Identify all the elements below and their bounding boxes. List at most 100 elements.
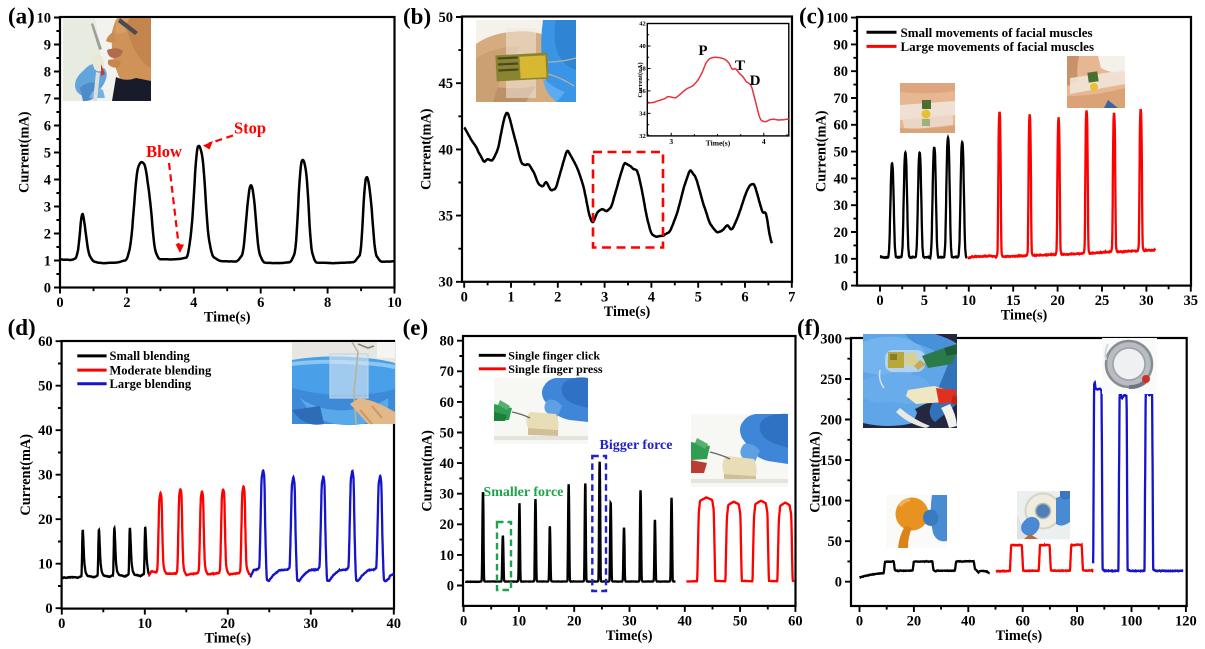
svg-text:0: 0 xyxy=(835,575,842,591)
svg-text:10: 10 xyxy=(37,10,52,26)
svg-text:4: 4 xyxy=(190,295,197,311)
svg-text:Moderate blending: Moderate blending xyxy=(110,363,212,377)
svg-text:150: 150 xyxy=(820,453,842,469)
svg-text:2: 2 xyxy=(44,226,51,242)
svg-text:Bigger force: Bigger force xyxy=(600,438,673,453)
svg-text:3: 3 xyxy=(44,199,51,215)
svg-text:Large movements of facial musc: Large movements of facial muscles xyxy=(901,39,1095,54)
svg-text:(e): (e) xyxy=(403,315,429,340)
svg-text:60: 60 xyxy=(440,395,455,411)
svg-text:8: 8 xyxy=(44,64,51,80)
svg-text:7: 7 xyxy=(788,289,795,305)
svg-text:50: 50 xyxy=(733,613,748,629)
svg-text:10: 10 xyxy=(440,548,455,564)
svg-text:32: 32 xyxy=(639,133,646,140)
svg-text:120: 120 xyxy=(1175,614,1197,630)
svg-text:Current(mA): Current(mA) xyxy=(419,108,435,190)
svg-text:60: 60 xyxy=(834,118,849,134)
svg-text:20: 20 xyxy=(38,512,53,528)
svg-text:7: 7 xyxy=(44,91,51,107)
svg-text:4: 4 xyxy=(762,137,766,146)
svg-text:Single finger click: Single finger click xyxy=(508,349,600,363)
svg-text:2: 2 xyxy=(123,295,130,311)
svg-text:70: 70 xyxy=(440,364,455,380)
svg-text:100: 100 xyxy=(1121,614,1143,630)
svg-text:20: 20 xyxy=(440,517,455,533)
svg-text:Blow: Blow xyxy=(146,142,182,161)
svg-text:Current(mA): Current(mA) xyxy=(808,431,824,513)
svg-text:T: T xyxy=(735,58,745,74)
svg-text:Smaller force: Smaller force xyxy=(483,485,563,500)
svg-text:0: 0 xyxy=(58,616,65,632)
svg-text:Small blending: Small blending xyxy=(110,349,191,363)
svg-text:0: 0 xyxy=(461,289,468,305)
svg-text:Current(uA): Current(uA) xyxy=(637,62,644,97)
svg-text:Time(s): Time(s) xyxy=(204,310,251,326)
svg-text:Small movements of facial musc: Small movements of facial muscles xyxy=(901,25,1093,40)
svg-text:10: 10 xyxy=(512,613,527,629)
svg-text:2: 2 xyxy=(554,289,561,305)
svg-text:100: 100 xyxy=(826,11,848,27)
svg-text:0: 0 xyxy=(856,614,863,630)
svg-text:20: 20 xyxy=(221,616,236,632)
svg-text:80: 80 xyxy=(834,64,849,80)
svg-text:60: 60 xyxy=(788,613,803,629)
svg-text:Current(mA): Current(mA) xyxy=(18,434,34,516)
svg-text:60: 60 xyxy=(1015,614,1030,630)
svg-text:25: 25 xyxy=(1095,293,1110,309)
svg-text:200: 200 xyxy=(820,412,842,428)
svg-text:300: 300 xyxy=(820,331,842,347)
svg-text:250: 250 xyxy=(820,372,842,388)
svg-text:10: 10 xyxy=(387,295,402,311)
svg-text:40: 40 xyxy=(440,456,455,472)
svg-text:38: 38 xyxy=(639,66,646,73)
svg-text:0: 0 xyxy=(44,280,51,296)
svg-text:Time(s): Time(s) xyxy=(1001,308,1048,324)
svg-text:42: 42 xyxy=(639,21,646,28)
svg-text:(f): (f) xyxy=(797,315,820,340)
svg-text:80: 80 xyxy=(1070,614,1085,630)
svg-text:20: 20 xyxy=(834,225,849,241)
svg-text:P: P xyxy=(698,43,707,59)
svg-text:40: 40 xyxy=(387,616,402,632)
svg-text:40: 40 xyxy=(834,171,849,187)
svg-text:Time(s): Time(s) xyxy=(604,304,651,320)
svg-text:3: 3 xyxy=(601,289,608,305)
svg-text:35: 35 xyxy=(439,209,454,225)
svg-text:30: 30 xyxy=(440,487,455,503)
svg-text:5: 5 xyxy=(921,293,928,309)
svg-text:30: 30 xyxy=(1139,293,1154,309)
svg-text:Time(s): Time(s) xyxy=(996,628,1043,644)
svg-text:0: 0 xyxy=(447,578,454,594)
svg-text:Stop: Stop xyxy=(234,119,266,138)
svg-text:0: 0 xyxy=(460,613,467,629)
svg-text:Current(mA): Current(mA) xyxy=(420,430,436,512)
svg-text:20: 20 xyxy=(1050,293,1065,309)
svg-text:40: 40 xyxy=(439,142,454,158)
svg-text:4: 4 xyxy=(648,289,655,305)
svg-text:50: 50 xyxy=(440,425,455,441)
svg-text:30: 30 xyxy=(439,275,454,291)
svg-text:35: 35 xyxy=(1184,293,1199,309)
svg-text:Time(s): Time(s) xyxy=(606,628,653,644)
svg-text:Large blending: Large blending xyxy=(110,377,192,391)
svg-text:30: 30 xyxy=(834,198,849,214)
svg-text:40: 40 xyxy=(961,614,976,630)
svg-text:50: 50 xyxy=(439,10,454,26)
svg-text:90: 90 xyxy=(834,37,849,53)
svg-text:0: 0 xyxy=(56,295,63,311)
svg-text:40: 40 xyxy=(639,43,646,50)
svg-text:(d): (d) xyxy=(8,315,36,340)
svg-text:36: 36 xyxy=(639,88,646,95)
svg-text:1: 1 xyxy=(507,289,514,305)
svg-text:20: 20 xyxy=(907,614,922,630)
svg-text:1: 1 xyxy=(44,253,51,269)
svg-text:5: 5 xyxy=(695,289,702,305)
svg-text:70: 70 xyxy=(834,91,849,107)
svg-text:10: 10 xyxy=(834,252,849,268)
svg-text:60: 60 xyxy=(38,334,53,350)
svg-text:(c): (c) xyxy=(799,4,825,29)
svg-text:34: 34 xyxy=(639,111,646,118)
svg-text:10: 10 xyxy=(38,557,53,573)
svg-text:40: 40 xyxy=(678,613,693,629)
